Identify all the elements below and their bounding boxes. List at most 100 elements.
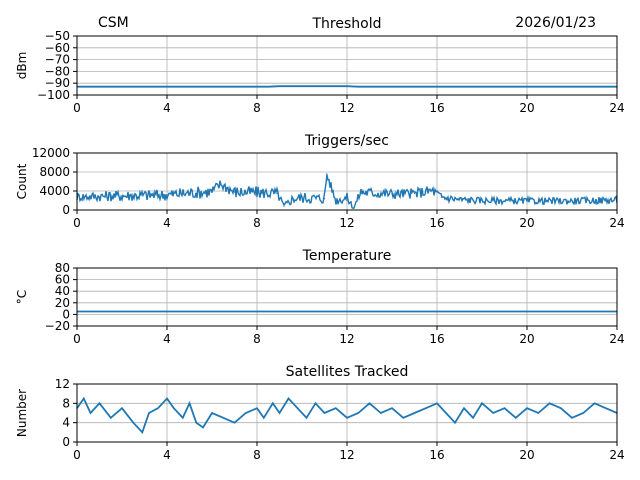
panel-4-data-point [157, 407, 159, 409]
panel-2-data-point [353, 207, 355, 209]
panel-3-title: Temperature [302, 248, 392, 264]
panel-2-data-point [346, 197, 348, 199]
panel-4-data-point [287, 397, 290, 400]
panel-1-xtick-label: 4 [163, 101, 171, 115]
panel-2-data-point [276, 192, 278, 194]
panel-1-xtick-label: 20 [519, 101, 534, 115]
panel-4-data-point [357, 412, 359, 414]
panel-2-ytick-label: 0 [62, 203, 70, 217]
panel-3-ytick-label: −20 [45, 319, 70, 333]
panel-3-ytick-label: 20 [55, 296, 70, 310]
panel-2-xtick-label: 16 [429, 216, 444, 230]
panel-1-xtick-label: 8 [253, 101, 261, 115]
panel-2-title: Triggers/sec [304, 133, 389, 149]
panel-4-data-point [335, 407, 337, 409]
panel-2-data-point [256, 191, 258, 194]
panel-2-data-point [571, 200, 573, 202]
panel-4-xtick-label: 12 [339, 448, 354, 462]
panel-4-data-point [380, 412, 382, 414]
panel-1-data-point [267, 86, 269, 88]
panel-4-data-point [571, 417, 573, 419]
panel-1-xtick-label: 0 [73, 101, 81, 115]
panel-4-data-point [89, 412, 92, 414]
station-label: CSM [98, 15, 129, 31]
panel-4-data-point [83, 397, 85, 400]
panel-4-data-point [263, 417, 265, 419]
panel-3-ylabel: °C [15, 290, 29, 304]
panel-1-xtick-label: 12 [339, 101, 354, 115]
panel-4-data-point [548, 402, 551, 404]
panel-1-data-point [436, 86, 438, 88]
panel-1-xtick-label: 16 [429, 101, 444, 115]
panel-4-data-point [346, 417, 348, 419]
panel-2-ytick-label: 4000 [39, 184, 70, 198]
panel-3-xtick-label: 8 [253, 332, 261, 346]
panel-3-ytick-label: 40 [55, 284, 70, 298]
panel-4-data-point [314, 402, 317, 404]
panel-4-ytick-label: 12 [55, 377, 70, 391]
panel-4-xtick-label: 8 [253, 448, 261, 462]
panel-4-data-point [454, 422, 456, 424]
panel-2-data-point [440, 196, 443, 198]
panel-2-xtick-label: 4 [163, 216, 171, 230]
panel-4-data-point [503, 407, 506, 409]
panel-3-xtick-label: 12 [339, 332, 354, 346]
panel-4-xtick-label: 4 [163, 448, 171, 462]
panel-4-data-point [166, 397, 168, 400]
panel-1-data-point [368, 86, 371, 88]
panel-4-data-point [148, 412, 150, 414]
panel-3-xtick-label: 20 [519, 332, 534, 346]
panel-4-data-point [526, 407, 528, 409]
panel-4-ytick-label: 0 [62, 435, 70, 449]
panel-4-data-point [173, 407, 175, 409]
panel-1-ytick-label: −100 [37, 88, 70, 102]
panel-3-xtick-label: 0 [73, 332, 81, 346]
panel-4-xtick-label: 24 [609, 448, 624, 462]
panel-1-xtick-label: 24 [609, 101, 624, 115]
panel-1-data-point [278, 85, 281, 87]
panel-1-data-point [290, 85, 292, 87]
panel-3-xtick-label: 16 [429, 332, 444, 346]
panel-1-ytick-label: −50 [45, 29, 70, 43]
panel-1-data-point [526, 86, 528, 88]
panel-2-data-point [323, 198, 326, 200]
panel-4-data-point [436, 402, 438, 404]
panel-2-ytick-label: 8000 [39, 165, 70, 179]
panel-2-data-point [326, 173, 328, 175]
panel-1-data-point [211, 86, 213, 88]
panel-4-data-point [402, 417, 404, 419]
panel-2-data-point [211, 190, 213, 193]
panel-4-xtick-label: 0 [73, 448, 81, 462]
panel-3-xtick-label: 24 [609, 332, 624, 346]
panel-2-data-point [220, 183, 222, 185]
panel-1-data-point [323, 85, 326, 87]
panel-4-data-point [593, 402, 596, 404]
panel-1-ytick-label: −60 [45, 41, 70, 55]
panel-2-xtick-label: 20 [519, 216, 534, 230]
panel-4-series-line [76, 396, 618, 435]
panel-2-xtick-label: 8 [253, 216, 261, 230]
panel-4-data-point [537, 412, 539, 414]
panel-4-data-point [278, 412, 281, 414]
panel-1-data-point [357, 86, 359, 88]
panel-4-xtick-label: 16 [429, 448, 444, 462]
panel-4-data-point [481, 402, 483, 404]
panel-2-xtick-label: 0 [73, 216, 81, 230]
panel-2-data-point [413, 192, 416, 194]
panel-4-data-point [256, 407, 258, 409]
panel-2-data-point [283, 205, 285, 207]
panel-4-data-point [98, 402, 101, 404]
panel-2-xtick-label: 12 [339, 216, 354, 230]
panel-2-data-point [335, 199, 337, 202]
panel-2-data-point [359, 191, 362, 193]
panel-2-data-point [121, 195, 123, 197]
panel-4-data-point [463, 407, 465, 409]
panel-2-data-point [481, 199, 483, 202]
panel-4-data-point [233, 422, 236, 424]
panel-1-data-point [346, 85, 348, 87]
panel-4-data-point [211, 412, 213, 414]
panel-2-data-point [188, 192, 191, 194]
date-label: 2026/01/23 [515, 15, 596, 31]
panel-2-data-point [233, 191, 236, 193]
panel-4-data-point [195, 422, 197, 424]
